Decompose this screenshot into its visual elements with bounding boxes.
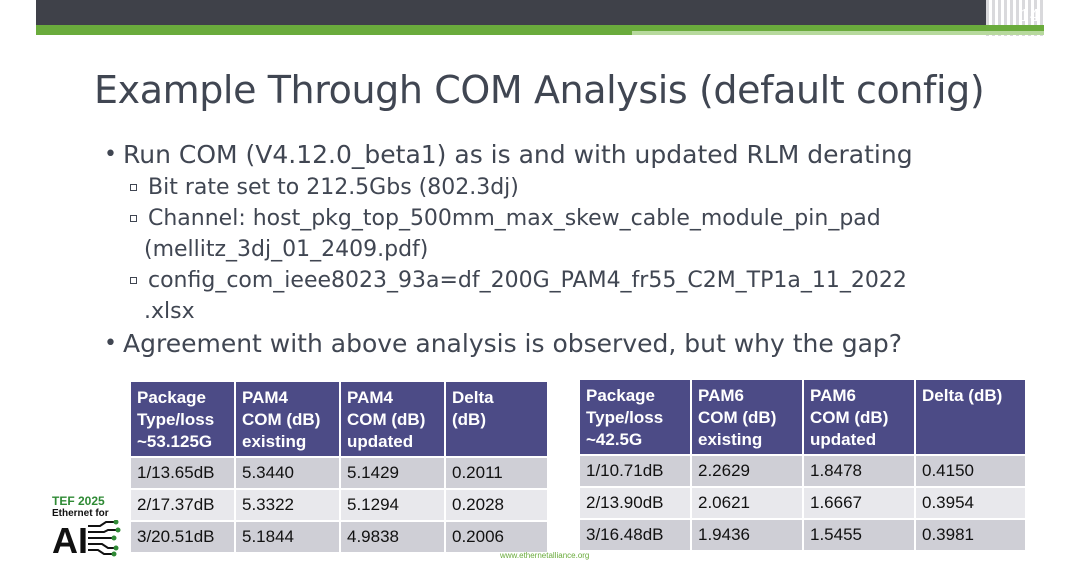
table-cell: 1.9436 xyxy=(690,518,804,552)
table-cell: 3/20.51dB xyxy=(129,520,236,554)
accent-line-light xyxy=(632,31,1044,35)
accent-line xyxy=(36,25,1044,35)
sub-bullet-text: config_com_ieee8023_93a=df_200G_PAM4_fr5… xyxy=(148,268,907,293)
table-cell: 2.2629 xyxy=(690,454,804,488)
pam4-com-table: Package Type/loss ~53.125G PAM4 COM (dB) exi… xyxy=(129,380,549,554)
table-header-cell: Package Type/loss ~53.125G xyxy=(129,380,236,458)
square-bullet-icon xyxy=(130,277,137,284)
table-header-cell: Package Type/loss ~42.5G xyxy=(578,378,692,456)
bullet-text: Agreement with above analysis is observe… xyxy=(123,329,903,358)
table-header-cell: Delta (dB) xyxy=(444,380,549,458)
table-cell: 0.4150 xyxy=(914,454,1027,488)
sub-bullet-text: Bit rate set to 212.5Gbs (802.3dj) xyxy=(148,175,519,200)
bullet-list: • Run COM (V4.12.0_beta1) as is and with… xyxy=(104,138,1004,361)
table-cell: 5.3440 xyxy=(234,456,341,490)
logo-subtitle-text: Ethernet for xyxy=(52,508,109,519)
table-cell: 0.3981 xyxy=(914,518,1027,552)
table-cell: 5.1844 xyxy=(234,520,341,554)
page-number: 14 xyxy=(1019,6,1040,25)
ai-circuit-logo-icon: AI xyxy=(52,519,121,561)
table-cell: 3/16.48dB xyxy=(578,518,692,552)
table-cell: 5.1429 xyxy=(339,456,446,490)
table-row: 1/10.71dB 2.2629 1.8478 0.4150 xyxy=(578,454,1027,488)
table-header-cell: Delta (dB) xyxy=(914,378,1027,456)
square-bullet-icon xyxy=(130,215,137,222)
table-row: 1/13.65dB 5.3440 5.1429 0.2011 xyxy=(129,456,549,490)
table-cell: 0.2006 xyxy=(444,520,549,554)
table-header-cell: PAM6 COM (dB) existing xyxy=(690,378,804,456)
table-cell: 2/17.37dB xyxy=(129,488,236,522)
sub-bullet-item: config_com_ieee8023_93a=df_200G_PAM4_fr5… xyxy=(104,265,1004,327)
square-bullet-icon xyxy=(130,184,137,191)
table-cell: 1.6667 xyxy=(802,486,916,520)
bullet-text: Run COM (V4.12.0_beta1) as is and with u… xyxy=(123,140,913,169)
table-cell: 4.9838 xyxy=(339,520,446,554)
table-cell: 0.3954 xyxy=(914,486,1027,520)
table-header-cell: PAM4 COM (dB) existing xyxy=(234,380,341,458)
pam6-com-table: Package Type/loss ~42.5G PAM6 COM (dB) exist… xyxy=(578,378,1027,552)
sub-bullet-text: Channel: host_pkg_top_500mm_max_skew_cab… xyxy=(148,206,881,231)
table-cell: 0.2028 xyxy=(444,488,549,522)
table-header-cell: PAM6 COM (dB) updated xyxy=(802,378,916,456)
table-cell: 1/10.71dB xyxy=(578,454,692,488)
table-cell: 2/13.90dB xyxy=(578,486,692,520)
bullet-dot-icon: • xyxy=(104,331,117,356)
sub-bullet-item: Bit rate set to 212.5Gbs (802.3dj) xyxy=(104,172,1004,203)
sub-bullet-continuation: (mellitz_3dj_01_2409.pdf) xyxy=(144,237,429,262)
logo-ai-text: AI xyxy=(52,520,88,558)
table-cell: 1.5455 xyxy=(802,518,916,552)
table-header-cell: PAM4 COM (dB) updated xyxy=(339,380,446,458)
tef-2025-logo: TEF 2025 Ethernet for AI xyxy=(52,494,122,561)
table-cell: 5.1294 xyxy=(339,488,446,522)
table-cell: 0.2011 xyxy=(444,456,549,490)
table-row: 2/17.37dB 5.3322 5.1294 0.2028 xyxy=(129,488,549,522)
bullet-dot-icon: • xyxy=(104,142,117,167)
table-cell: 2.0621 xyxy=(690,486,804,520)
table-cell: 1.8478 xyxy=(802,454,916,488)
bullet-item: • Agreement with above analysis is obser… xyxy=(104,327,1004,361)
sub-bullet-continuation: .xlsx xyxy=(144,299,195,324)
table-cell: 1/13.65dB xyxy=(129,456,236,490)
sub-bullet-item: Channel: host_pkg_top_500mm_max_skew_cab… xyxy=(104,203,1004,265)
slide-title: Example Through COM Analysis (default co… xyxy=(94,68,985,112)
table-row: 3/16.48dB 1.9436 1.5455 0.3981 xyxy=(578,518,1027,552)
table-row: 3/20.51dB 5.1844 4.9838 0.2006 xyxy=(129,520,549,554)
table-cell: 5.3322 xyxy=(234,488,341,522)
logo-event-text: TEF 2025 xyxy=(52,494,105,508)
table-row: 2/13.90dB 2.0621 1.6667 0.3954 xyxy=(578,486,1027,520)
bullet-item: • Run COM (V4.12.0_beta1) as is and with… xyxy=(104,138,1004,172)
header-bar xyxy=(36,0,1044,25)
footer-url: www.ethernetalliance.org xyxy=(500,551,590,560)
